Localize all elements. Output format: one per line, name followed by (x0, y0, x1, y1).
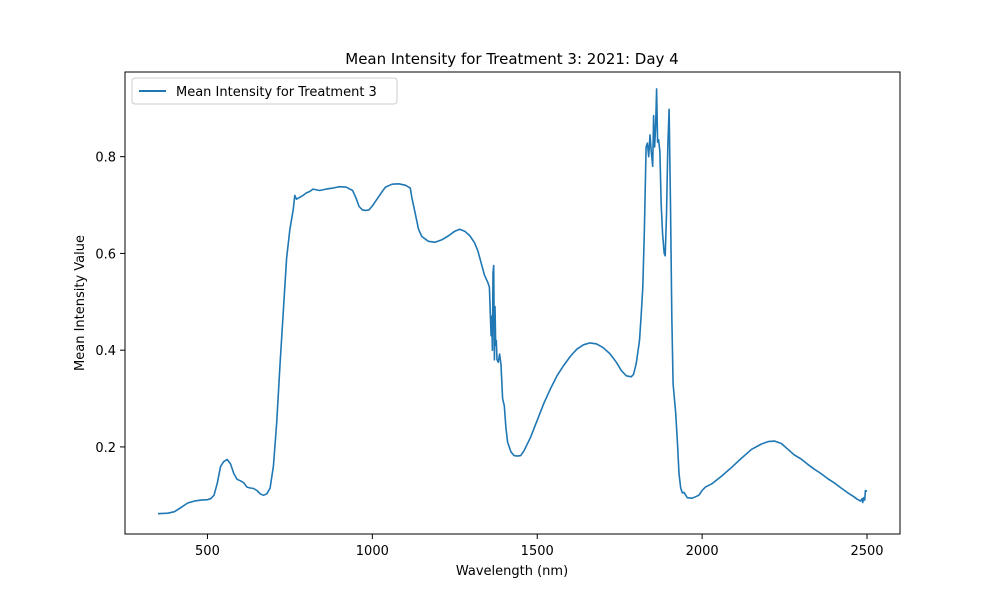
y-tick-label: 0.8 (95, 151, 116, 166)
x-tick-label: 2000 (686, 544, 719, 559)
y-tick-label: 0.6 (95, 247, 116, 262)
y-tick-label: 0.2 (95, 441, 116, 456)
chart-title: Mean Intensity for Treatment 3: 2021: Da… (345, 50, 678, 68)
x-tick-label: 1000 (356, 544, 389, 559)
x-tick-label: 2500 (850, 544, 883, 559)
x-tick-label: 1500 (521, 544, 554, 559)
legend-label: Mean Intensity for Treatment 3 (176, 85, 377, 100)
legend-box (131, 77, 398, 105)
y-tick-label: 0.4 (95, 344, 116, 359)
x-tick-label: 500 (195, 544, 220, 559)
x-axis-label: Wavelength (nm) (456, 564, 568, 579)
plot-frame (124, 71, 901, 535)
y-axis-label: Mean Intensity Value (73, 235, 88, 371)
series-line-mean-intensity (157, 88, 868, 515)
legend: Mean Intensity for Treatment 3 (131, 77, 398, 105)
y-axis-ticks: 0.2 0.4 0.6 0.8 (95, 151, 125, 456)
x-axis-ticks: 500 1000 1500 2000 2500 (195, 534, 884, 559)
